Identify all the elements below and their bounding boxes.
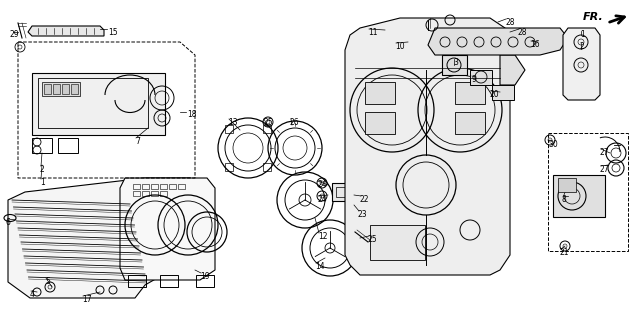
Polygon shape	[8, 178, 210, 298]
Text: 8: 8	[562, 195, 567, 204]
Bar	[62, 84, 69, 94]
Polygon shape	[563, 28, 600, 100]
Text: 25: 25	[263, 118, 273, 127]
Bar	[151, 184, 158, 189]
Bar	[32, 138, 52, 153]
Bar	[71, 84, 78, 94]
Bar	[42, 82, 80, 96]
Polygon shape	[428, 28, 568, 55]
Bar	[558, 178, 576, 192]
Bar	[133, 184, 140, 189]
Text: 14: 14	[315, 262, 325, 271]
Text: 2: 2	[40, 165, 45, 174]
Text: 28: 28	[505, 18, 515, 27]
Text: 22: 22	[360, 195, 370, 204]
Bar	[332, 183, 354, 201]
Bar	[336, 187, 350, 197]
Polygon shape	[32, 73, 165, 135]
Text: 6: 6	[5, 218, 10, 227]
Bar	[53, 84, 60, 94]
Text: 26: 26	[290, 118, 300, 127]
Bar	[548, 133, 628, 251]
Text: 15: 15	[108, 28, 118, 37]
Text: 5: 5	[45, 277, 50, 286]
Bar	[370, 225, 425, 260]
Text: 29: 29	[10, 30, 20, 39]
Bar	[365, 112, 395, 134]
Bar	[58, 138, 78, 153]
Bar	[196, 275, 214, 287]
Text: 1: 1	[40, 178, 45, 187]
Bar	[470, 70, 492, 85]
Text: 3: 3	[453, 58, 458, 67]
Text: 24: 24	[317, 180, 327, 189]
Bar	[455, 112, 485, 134]
Bar	[151, 191, 158, 196]
Bar	[160, 184, 167, 189]
Bar	[365, 82, 395, 104]
Polygon shape	[345, 18, 510, 275]
Text: 27: 27	[600, 165, 610, 174]
Bar	[160, 275, 178, 287]
Bar	[225, 163, 233, 171]
Bar	[553, 175, 605, 217]
Text: 30: 30	[548, 140, 558, 149]
Bar	[160, 191, 167, 196]
Polygon shape	[28, 26, 104, 36]
Text: FR.: FR.	[583, 12, 604, 22]
Text: 19: 19	[200, 272, 210, 281]
Text: 4: 4	[30, 290, 35, 299]
Text: 13: 13	[228, 118, 238, 127]
Text: 24: 24	[317, 195, 327, 204]
Text: 18: 18	[187, 110, 197, 119]
Bar	[442, 55, 467, 75]
Bar	[44, 84, 51, 94]
Bar	[263, 163, 271, 171]
Polygon shape	[500, 55, 525, 85]
Polygon shape	[120, 178, 215, 280]
Bar	[133, 191, 140, 196]
Text: 11: 11	[368, 28, 377, 37]
Text: 16: 16	[530, 40, 540, 49]
Text: 28: 28	[518, 28, 527, 37]
Text: 20: 20	[490, 90, 500, 99]
Text: 10: 10	[395, 42, 404, 51]
Bar	[169, 184, 176, 189]
Bar	[178, 184, 185, 189]
Text: 25: 25	[368, 235, 378, 244]
Text: 21: 21	[560, 248, 569, 257]
Bar	[142, 191, 149, 196]
Text: 2: 2	[580, 42, 585, 51]
Bar	[128, 275, 146, 287]
Bar	[492, 85, 514, 100]
Bar	[225, 125, 233, 133]
Bar	[263, 125, 271, 133]
Text: 7: 7	[135, 137, 140, 146]
Text: 9: 9	[471, 75, 476, 84]
Text: 17: 17	[82, 295, 92, 304]
Text: 12: 12	[318, 232, 328, 241]
Bar	[142, 184, 149, 189]
Text: 23: 23	[358, 210, 368, 219]
Text: 1: 1	[580, 30, 585, 39]
Bar	[455, 82, 485, 104]
Bar	[38, 78, 148, 128]
Text: 27: 27	[600, 148, 610, 157]
